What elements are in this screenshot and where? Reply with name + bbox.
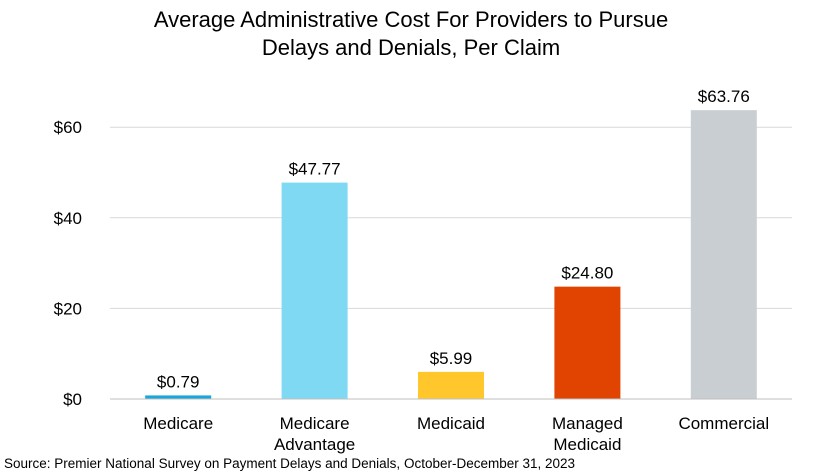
- y-tick-label: $40: [54, 209, 82, 228]
- x-tick-label: Commercial: [678, 414, 769, 433]
- x-tick-label: Medicare: [280, 414, 350, 433]
- x-tick-label: Advantage: [274, 435, 355, 454]
- bar: [145, 395, 212, 399]
- chart-title-line-1: Average Administrative Cost For Provider…: [153, 7, 669, 32]
- bar-value-label: $47.77: [289, 160, 341, 179]
- y-tick-label: $60: [54, 118, 82, 137]
- bar-value-label: $63.76: [698, 87, 750, 106]
- bar-value-label: $0.79: [157, 372, 200, 391]
- y-tick-label: $0: [63, 390, 82, 409]
- x-tick-label: Managed: [552, 414, 623, 433]
- bar-value-label: $5.99: [430, 349, 473, 368]
- source-note: Source: Premier National Survey on Payme…: [4, 456, 576, 471]
- bar: [418, 371, 484, 399]
- y-tick-label: $20: [54, 299, 82, 318]
- chart-title: Average Administrative Cost For Provider…: [0, 6, 822, 62]
- x-tick-label: Medicare: [143, 414, 213, 433]
- x-tick-label: Medicaid: [417, 414, 485, 433]
- chart-title-line-2: Delays and Denials, Per Claim: [261, 35, 561, 60]
- bar: [281, 182, 348, 399]
- bar-value-label: $24.80: [561, 264, 613, 283]
- bar: [690, 110, 757, 399]
- x-tick-label: Medicaid: [553, 435, 621, 454]
- bar: [554, 286, 621, 399]
